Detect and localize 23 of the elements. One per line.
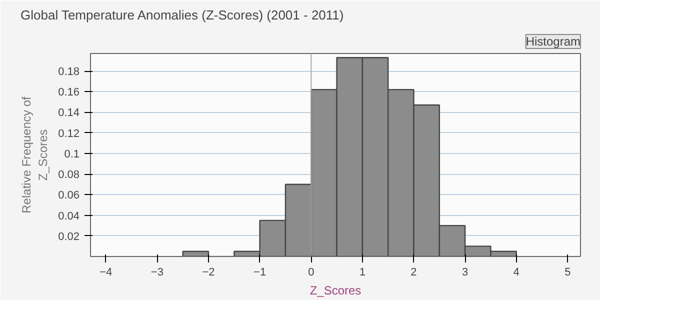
- x-tick-label: 5: [564, 266, 571, 278]
- x-tick-label: −1: [254, 266, 266, 278]
- y-tick-label: 0.02: [58, 230, 80, 243]
- y-tick-label: 0.1: [64, 148, 80, 160]
- x-tick-label: 1: [359, 266, 366, 278]
- y-tick-label: 0.06: [58, 190, 80, 202]
- y-tick-label: 0.14: [58, 107, 80, 120]
- x-tick-label: 0: [308, 266, 314, 278]
- chart-title: Global Temperature Anomalies (Z-Scores) (2001 - 2011): [20, 8, 344, 22]
- x-tick-label: 2: [410, 266, 417, 278]
- x-tick-label: −3: [150, 266, 164, 278]
- y-axis-title: Relative Frequency of Z_Scores: [19, 96, 50, 214]
- y-tick-label: 0.12: [58, 128, 80, 140]
- text: Histogram: [526, 34, 581, 48]
- x-tick-label: −4: [100, 266, 112, 278]
- y-tick-label: 0.16: [58, 86, 80, 99]
- x-tick-label: 4: [513, 266, 520, 278]
- y-tick-label: 0.04: [58, 210, 80, 222]
- x-axis-title: Z_Scores: [310, 284, 362, 298]
- x-tick-label: −2: [202, 266, 215, 278]
- x-tick-label: 3: [462, 266, 468, 278]
- y-tick-label: 0.08: [58, 169, 80, 182]
- y-tick-label: 0.18: [58, 66, 80, 78]
